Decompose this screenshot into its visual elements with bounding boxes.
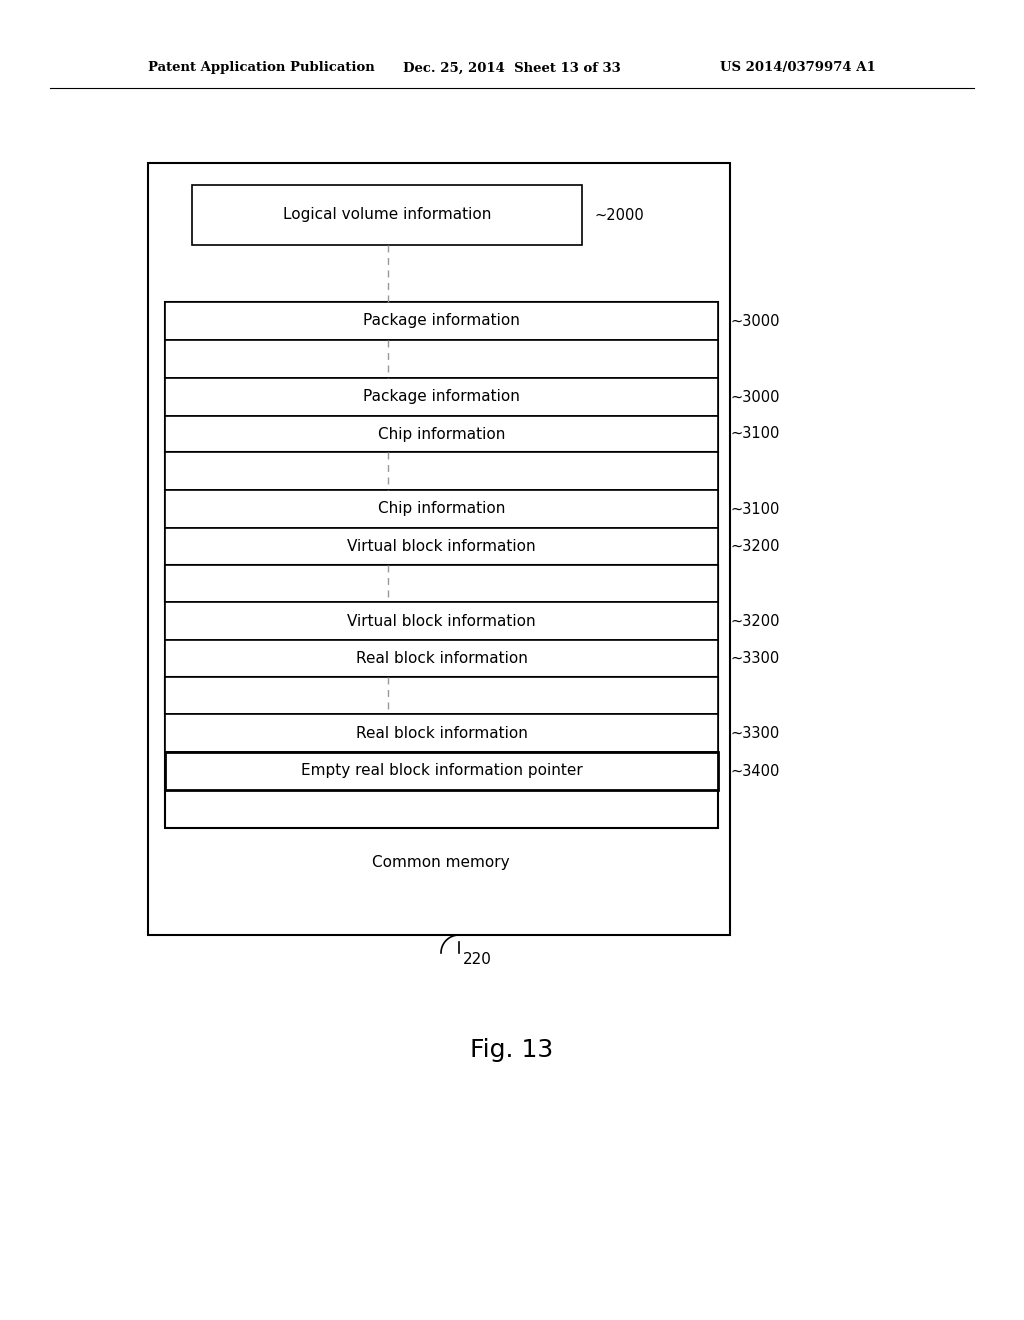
Text: Virtual block information: Virtual block information: [347, 539, 536, 554]
Bar: [165, 302, 718, 451]
Text: Real block information: Real block information: [355, 726, 527, 741]
Bar: [165, 752, 718, 789]
Bar: [165, 451, 718, 490]
Text: Chip information: Chip information: [378, 502, 505, 516]
Bar: [165, 714, 718, 752]
Text: ~3000: ~3000: [730, 389, 779, 404]
Bar: [165, 341, 718, 378]
Text: Package information: Package information: [364, 314, 520, 329]
Bar: [165, 416, 718, 451]
Bar: [165, 528, 718, 565]
Bar: [165, 677, 718, 714]
Text: Empty real block information pointer: Empty real block information pointer: [301, 763, 583, 779]
Bar: [165, 602, 718, 640]
Bar: [165, 302, 718, 341]
Text: 220: 220: [463, 953, 492, 968]
Text: US 2014/0379974 A1: US 2014/0379974 A1: [720, 62, 876, 74]
Text: Package information: Package information: [364, 389, 520, 404]
Text: Chip information: Chip information: [378, 426, 505, 441]
Text: ~3300: ~3300: [730, 726, 779, 741]
Text: Dec. 25, 2014  Sheet 13 of 33: Dec. 25, 2014 Sheet 13 of 33: [403, 62, 621, 74]
Text: Virtual block information: Virtual block information: [347, 614, 536, 628]
Text: ~3000: ~3000: [730, 314, 779, 329]
Bar: [193, 185, 582, 246]
Text: ~3200: ~3200: [730, 614, 779, 628]
Bar: [165, 565, 718, 602]
Bar: [165, 677, 718, 828]
Bar: [165, 378, 718, 416]
Text: ~3100: ~3100: [730, 502, 779, 516]
Bar: [165, 490, 718, 528]
Bar: [165, 451, 718, 602]
Text: Real block information: Real block information: [355, 651, 527, 667]
Text: Fig. 13: Fig. 13: [470, 1038, 554, 1063]
Text: ~3300: ~3300: [730, 651, 779, 667]
Text: Patent Application Publication: Patent Application Publication: [148, 62, 375, 74]
Bar: [148, 162, 730, 935]
Text: ~3200: ~3200: [730, 539, 779, 554]
Bar: [165, 640, 718, 677]
Text: ~3100: ~3100: [730, 426, 779, 441]
Text: ~3400: ~3400: [730, 763, 779, 779]
Bar: [165, 565, 718, 715]
Text: Logical volume information: Logical volume information: [283, 207, 492, 223]
Text: ~2000: ~2000: [594, 207, 644, 223]
Text: Common memory: Common memory: [372, 854, 510, 870]
